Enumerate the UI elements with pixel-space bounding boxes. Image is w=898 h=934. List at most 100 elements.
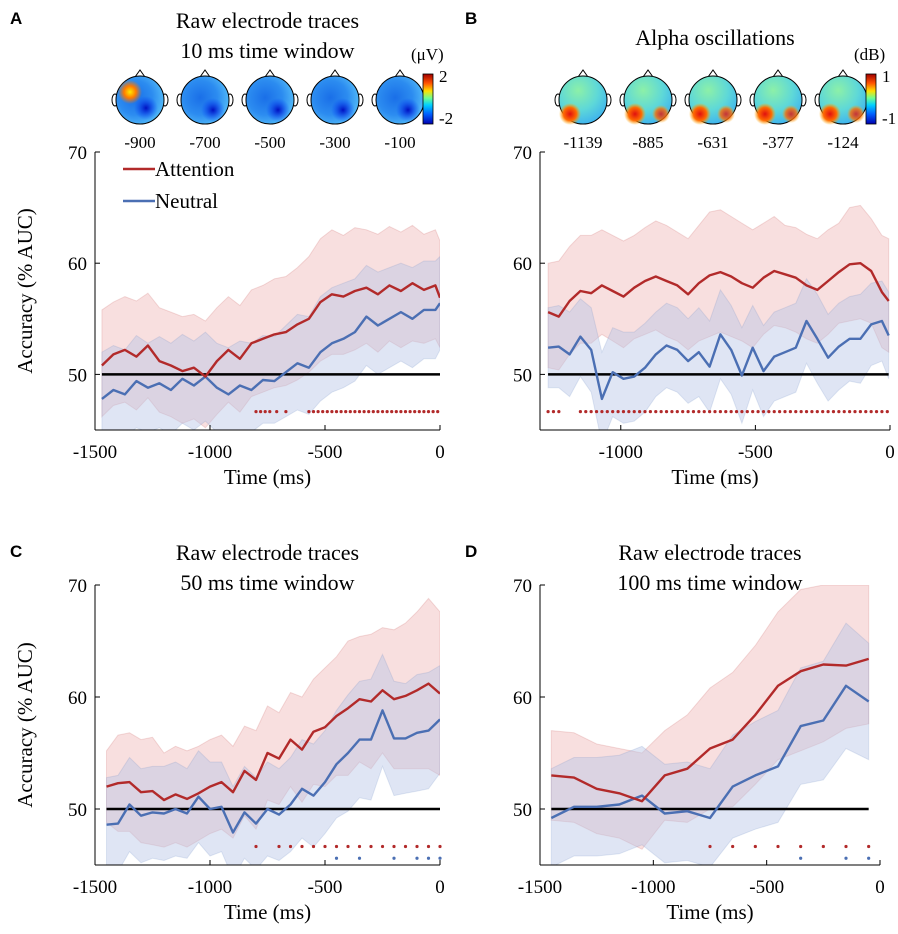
- significance-dot-attention: [767, 410, 771, 414]
- significance-dot-attention: [848, 410, 852, 414]
- significance-dot-attention: [330, 410, 334, 414]
- panel-d: D Raw electrode traces 100 ms time window 5…: [465, 540, 885, 924]
- topomap: -700: [176, 69, 234, 152]
- x-tick-label: -1000: [188, 877, 232, 898]
- panel-title: Raw electrode traces: [176, 8, 359, 33]
- significance-dot-attention: [675, 410, 679, 414]
- significance-dot-neutral: [426, 856, 431, 860]
- significance-dot-attention: [380, 844, 385, 849]
- significance-dot-attention: [810, 410, 814, 414]
- topomap: -885: [619, 69, 677, 152]
- significance-dot-attention: [731, 844, 735, 849]
- significance-dot-attention: [325, 410, 329, 414]
- topomap: -900: [111, 69, 169, 152]
- topomap-hotspot: [624, 103, 646, 125]
- y-axis-label: Accuracy (% AUC): [13, 642, 37, 808]
- significance-dot-attention: [426, 410, 431, 414]
- significance-dot-attention: [708, 410, 712, 414]
- significance-dot-attention: [263, 410, 267, 414]
- topomap-nose: [329, 69, 341, 78]
- significance-dot-attention: [578, 410, 582, 414]
- significance-dot-attention: [371, 410, 375, 414]
- x-tick-label: -500: [738, 442, 773, 463]
- y-tick-label: 50: [513, 365, 532, 386]
- significance-dot-attention: [713, 410, 717, 414]
- significance-dot-attention: [686, 410, 690, 414]
- significance-dot-attention: [880, 410, 884, 414]
- significance-dot-attention: [708, 844, 712, 849]
- plot-area: [101, 224, 440, 430]
- significance-dot-attention: [275, 410, 279, 414]
- topomap-nose: [264, 69, 276, 78]
- significance-dot-attention: [551, 410, 556, 414]
- significance-dot-attention: [864, 410, 868, 414]
- panel-b: B Alpha oscillations 50 60 70 -1000 -500 0 Time …: [465, 9, 896, 489]
- ci-band-attention: [550, 585, 870, 850]
- significance-dot-neutral: [438, 856, 442, 860]
- significance-dot-attention: [268, 410, 272, 414]
- significance-dot-attention: [369, 844, 373, 849]
- significance-dot-attention: [670, 410, 674, 414]
- significance-dot-attention: [778, 410, 782, 414]
- significance-dot-attention: [254, 410, 258, 414]
- panel-title: Raw electrode traces: [618, 540, 801, 565]
- colorbar-min-label: -1: [882, 109, 896, 128]
- ci-band-neutral: [101, 255, 440, 430]
- y-tick-label: 70: [513, 576, 532, 597]
- significance-dot-attention: [385, 410, 389, 414]
- significance-dot-attention: [837, 410, 841, 414]
- series-line-neutral: [101, 302, 440, 400]
- significance-dot-attention: [367, 410, 371, 414]
- significance-dot-attention: [740, 410, 744, 414]
- plot-area: [550, 585, 870, 865]
- significance-dot-attention: [426, 844, 431, 849]
- ci-band-attention: [101, 224, 440, 429]
- colorbar-min-label: -2: [439, 109, 453, 128]
- x-axis-label: Time (ms): [224, 465, 311, 489]
- series-line-attention: [106, 682, 440, 802]
- topomap: -1139: [554, 69, 612, 152]
- significance-dot-attention: [316, 410, 320, 414]
- legend-label-neutral: Neutral: [155, 189, 218, 213]
- significance-dot-attention: [772, 410, 776, 414]
- significance-dot-attention: [376, 410, 380, 414]
- panel-letter: C: [10, 542, 22, 561]
- panel-letter: B: [465, 9, 477, 28]
- significance-dot-attention: [783, 410, 787, 414]
- topomap-nose: [772, 69, 784, 78]
- x-tick-label: -500: [308, 877, 343, 898]
- significance-dot-attention: [408, 410, 412, 414]
- significance-dot-attention: [311, 410, 316, 414]
- topomap: -124: [814, 69, 872, 152]
- x-tick-label: -500: [308, 442, 343, 463]
- significance-dot-attention: [311, 844, 316, 849]
- series-line-attention: [101, 282, 440, 378]
- panel-title: Raw electrode traces: [176, 540, 359, 565]
- significance-dot-neutral: [844, 856, 848, 860]
- x-tick-label: -1000: [188, 442, 232, 463]
- topomap: -631: [684, 69, 742, 152]
- series-line-neutral: [550, 684, 870, 820]
- y-tick-label: 70: [68, 143, 87, 164]
- y-tick-label: 70: [68, 576, 87, 597]
- y-tick-label: 50: [68, 365, 87, 386]
- significance-dot-attention: [605, 410, 609, 414]
- topomap-coldspot: [266, 98, 290, 122]
- panel-title: Alpha oscillations: [635, 25, 794, 50]
- topomap-time-label: -500: [254, 133, 285, 152]
- significance-dot-attention: [867, 844, 871, 849]
- significance-dot-attention: [557, 410, 561, 414]
- significance-dot-attention: [600, 410, 604, 414]
- significance-dot-attention: [799, 410, 803, 414]
- ci-band-neutral: [547, 277, 890, 430]
- x-tick-label: -1500: [73, 877, 117, 898]
- panel-title: 10 ms time window: [180, 38, 354, 63]
- colorbar-max-label: 1: [882, 67, 891, 86]
- significance-dot-attention: [321, 410, 325, 414]
- topomap-hotspot: [754, 103, 776, 125]
- plot-area: [106, 597, 440, 865]
- significance-dot-attention: [643, 410, 647, 414]
- significance-dot-attention: [288, 844, 293, 849]
- significance-dot-attention: [761, 410, 766, 414]
- x-tick-label: -1000: [631, 877, 675, 898]
